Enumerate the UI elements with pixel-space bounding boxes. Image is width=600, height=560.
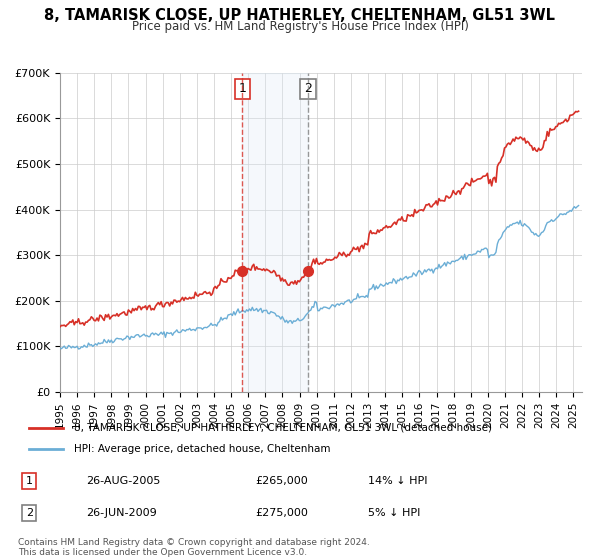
- Text: 26-AUG-2005: 26-AUG-2005: [86, 476, 160, 486]
- Text: 2: 2: [304, 82, 312, 95]
- Text: 8, TAMARISK CLOSE, UP HATHERLEY, CHELTENHAM, GL51 3WL (detached house): 8, TAMARISK CLOSE, UP HATHERLEY, CHELTEN…: [74, 423, 493, 433]
- Text: HPI: Average price, detached house, Cheltenham: HPI: Average price, detached house, Chel…: [74, 444, 331, 454]
- Text: 5% ↓ HPI: 5% ↓ HPI: [368, 508, 420, 518]
- Text: 8, TAMARISK CLOSE, UP HATHERLEY, CHELTENHAM, GL51 3WL: 8, TAMARISK CLOSE, UP HATHERLEY, CHELTEN…: [44, 8, 556, 24]
- Text: £275,000: £275,000: [255, 508, 308, 518]
- Text: 26-JUN-2009: 26-JUN-2009: [86, 508, 157, 518]
- Text: Price paid vs. HM Land Registry's House Price Index (HPI): Price paid vs. HM Land Registry's House …: [131, 20, 469, 32]
- Text: 2: 2: [26, 508, 33, 518]
- Text: £265,000: £265,000: [255, 476, 308, 486]
- Text: Contains HM Land Registry data © Crown copyright and database right 2024.
This d: Contains HM Land Registry data © Crown c…: [18, 538, 370, 557]
- Text: 14% ↓ HPI: 14% ↓ HPI: [368, 476, 427, 486]
- Text: 1: 1: [26, 476, 33, 486]
- Bar: [242, 73, 308, 392]
- Text: 1: 1: [238, 82, 246, 95]
